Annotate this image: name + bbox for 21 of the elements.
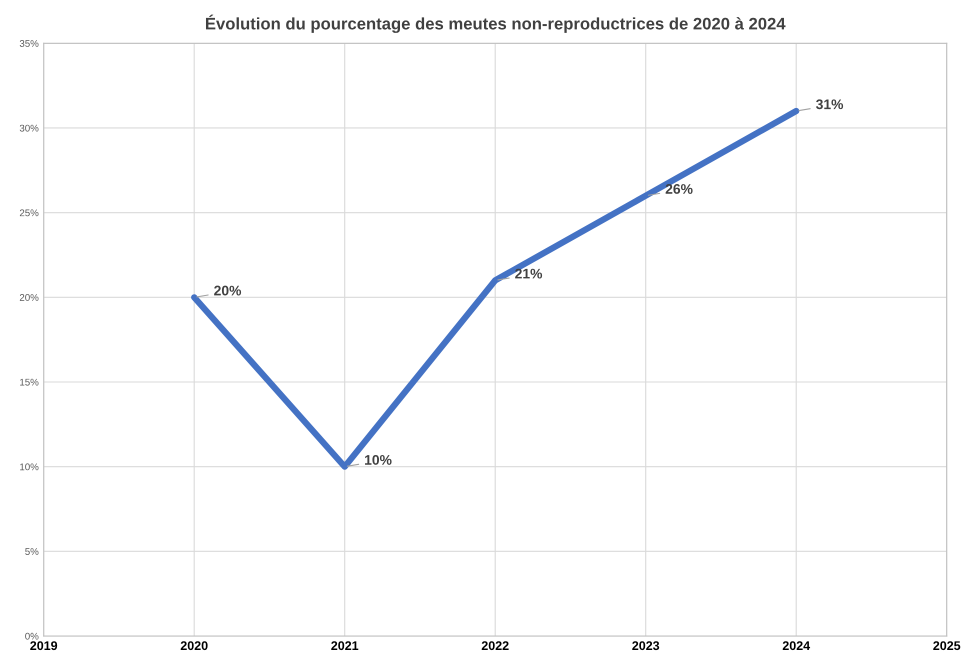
y-tick-label: 30% — [20, 124, 38, 132]
x-tick-label: 2022 — [482, 641, 509, 650]
chart-title: Évolution du pourcentage des meutes non-reproductrices de 2020 à 2024 — [206, 14, 786, 33]
x-tick-label: 2024 — [782, 641, 810, 650]
data-label: 21% — [515, 268, 542, 279]
data-label: 26% — [666, 184, 693, 194]
x-tick-label: 2020 — [180, 641, 208, 650]
y-tick-label: 0% — [25, 632, 38, 640]
y-tick-label: 35% — [20, 40, 38, 47]
y-tick-label: 10% — [20, 463, 38, 470]
y-tick-label: 25% — [20, 209, 38, 216]
x-tick-label: 2025 — [933, 641, 960, 650]
data-label: 31% — [816, 99, 844, 110]
x-tick-label: 2023 — [632, 641, 660, 650]
x-tick-label: 2019 — [30, 641, 58, 650]
y-tick-label: 15% — [20, 378, 38, 386]
y-tick-label: 5% — [25, 548, 38, 555]
data-label: 20% — [214, 286, 242, 296]
y-tick-label: 20% — [20, 294, 38, 301]
x-tick-label: 2021 — [331, 641, 358, 650]
data-label: 10% — [365, 455, 392, 465]
